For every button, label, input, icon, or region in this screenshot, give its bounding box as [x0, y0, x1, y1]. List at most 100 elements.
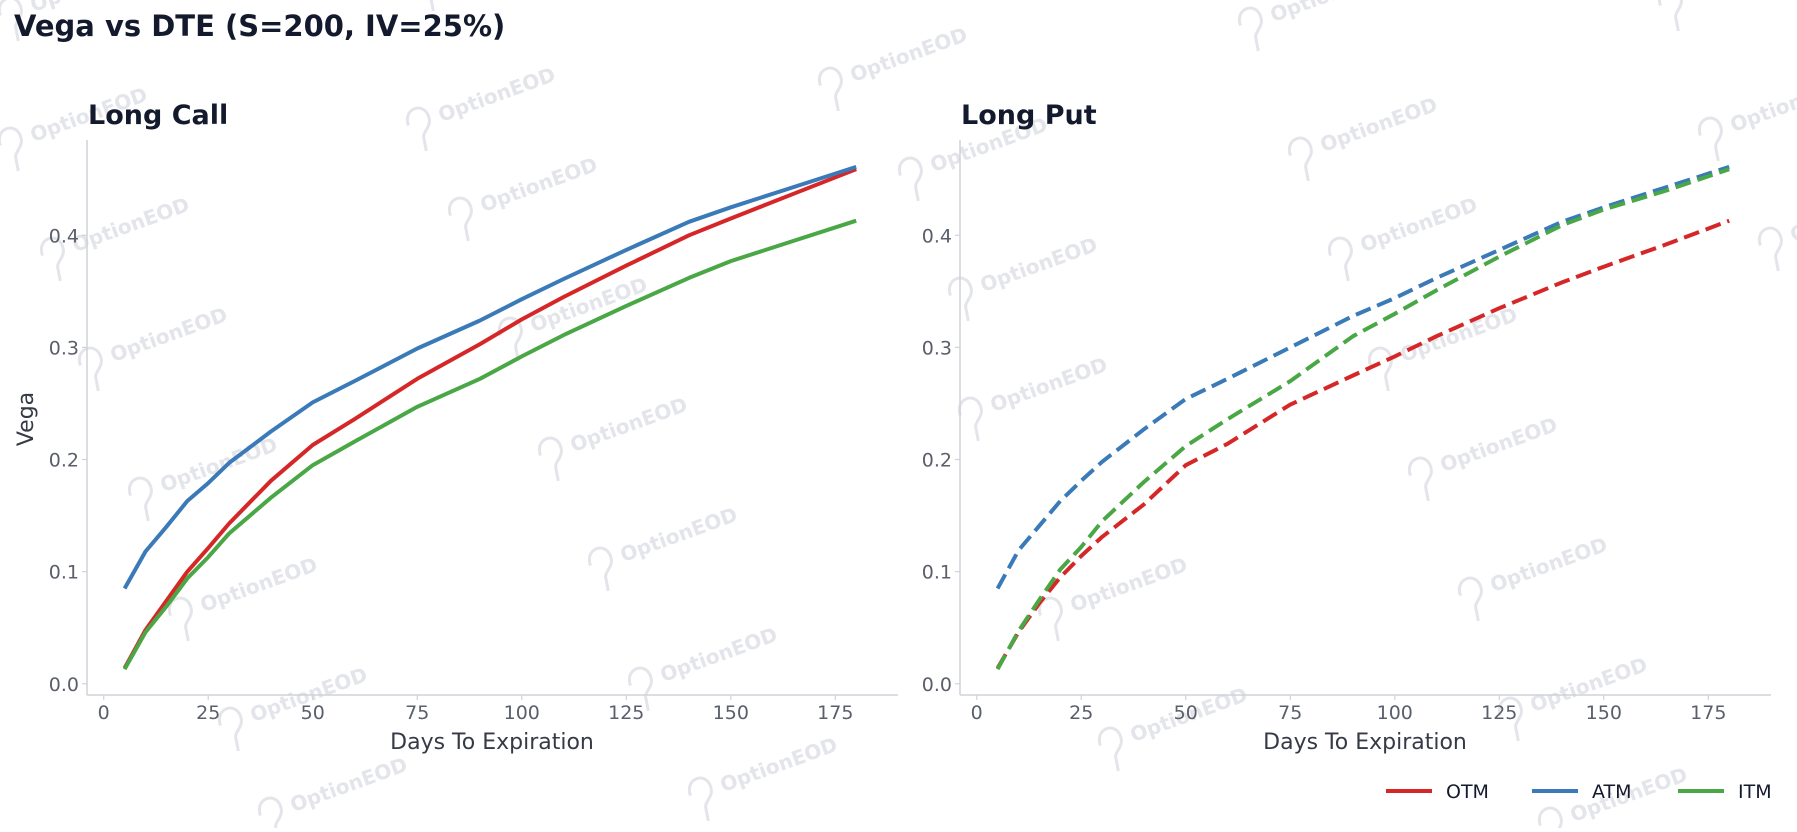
watermark-text: OptionEOD: [1437, 412, 1561, 477]
watermark-logo-icon: [257, 796, 283, 832]
series-line-otm: [122, 167, 857, 670]
x-tick-label: 50: [1174, 702, 1198, 724]
x-tick-label: 75: [405, 702, 429, 724]
figure-title: Vega vs DTE (S=200, IV=25%): [14, 9, 505, 43]
x-tick-label: 150: [1586, 702, 1622, 724]
watermark-logo-icon: [77, 346, 103, 392]
watermark: OptionEOD: [587, 502, 741, 592]
watermark: OptionEOD: [1497, 652, 1651, 742]
y-tick-label: 0.1: [922, 562, 952, 584]
legend-label-itm: ITM: [1738, 781, 1772, 803]
watermark-logo-icon: [447, 196, 473, 242]
watermark-logo-icon: [0, 126, 23, 172]
y-axis-label: Vega: [14, 392, 39, 446]
legend: OTM ATM ITM: [1386, 781, 1772, 803]
x-axis-label: Days To Expiration: [390, 730, 594, 755]
watermark-logo-icon: [957, 396, 983, 442]
series-line-atm: [122, 164, 857, 590]
x-tick-label: 25: [196, 702, 220, 724]
x-tick-label: 100: [504, 702, 540, 724]
watermark: OptionEOD: [1697, 72, 1797, 162]
watermark-logo-icon: [817, 66, 843, 112]
x-tick-label: 125: [1481, 702, 1517, 724]
watermark-text: OptionEOD: [567, 392, 691, 457]
watermark: OptionEOD: [1657, 0, 1797, 32]
watermark: OptionEOD: [217, 662, 371, 752]
series-line-atm: [995, 164, 1730, 590]
series-line-otm: [995, 218, 1730, 670]
y-tick-label: 0.2: [922, 450, 952, 472]
watermark: OptionEOD: [1327, 192, 1481, 282]
watermark: OptionEOD: [1757, 182, 1797, 272]
watermark-logo-icon: [127, 476, 153, 522]
watermark: OptionEOD: [127, 432, 281, 522]
watermark-logo-icon: [687, 776, 713, 822]
watermark-text: OptionEOD: [987, 352, 1111, 417]
watermark-text: OptionEOD: [1067, 552, 1191, 617]
y-tick-label: 0.0: [49, 674, 79, 696]
watermark: OptionEOD: [1367, 302, 1521, 392]
series-layer: [122, 164, 857, 671]
watermark-logo-icon: [1697, 116, 1723, 162]
watermark-logo-icon: [1657, 0, 1683, 32]
watermark-logo-icon: [497, 316, 523, 362]
watermark-logo-icon: [405, 106, 431, 152]
watermark-text: OptionEOD: [847, 22, 971, 87]
x-tick-label: 175: [817, 702, 853, 724]
x-tick-label: 125: [608, 702, 644, 724]
y-tick-label: 0.1: [49, 562, 79, 584]
watermark: OptionEOD: [1237, 0, 1391, 52]
series-line-itm: [995, 167, 1730, 671]
panel-title: Long Call: [88, 100, 228, 131]
y-tick-label: 0.4: [49, 225, 79, 247]
panel-title: Long Put: [961, 100, 1097, 131]
panel-long-put: Long Put 0 25 50 75 100 125 150 175 0.0 0.1 0.2 0.3…: [922, 100, 1771, 755]
watermark: OptionEOD: [537, 392, 691, 482]
x-tick-label: 75: [1278, 702, 1302, 724]
watermark-logo-icon: [0, 0, 23, 42]
watermark: OptionEOD: [167, 552, 321, 642]
watermark-logo-icon: [1367, 346, 1393, 392]
watermark: OptionEOD: [1457, 532, 1611, 622]
watermark-text: OptionEOD: [1267, 0, 1391, 27]
series-line-itm: [122, 218, 857, 671]
watermark-text: OptionEOD: [1357, 192, 1481, 257]
watermark: OptionEOD: [1407, 412, 1561, 502]
watermark-text: OptionEOD: [1487, 532, 1611, 597]
y-tick-label: 0.4: [922, 225, 952, 247]
watermark: OptionEOD: [957, 352, 1111, 442]
watermark-logo-icon: [1407, 456, 1433, 502]
watermark-text: OptionEOD: [717, 732, 841, 797]
watermark-text: OptionEOD: [477, 152, 601, 217]
watermark: OptionEOD: [627, 622, 781, 712]
watermark: OptionEOD: [687, 732, 841, 822]
watermark-logo-icon: [1497, 696, 1523, 742]
x-axis-label: Days To Expiration: [1263, 730, 1467, 755]
watermark: OptionEOD: [497, 272, 651, 362]
watermark: OptionEOD: [77, 302, 231, 392]
watermark-logo-icon: [537, 436, 563, 482]
watermark-logo-icon: [1327, 236, 1353, 282]
x-tick-label: 175: [1690, 702, 1726, 724]
watermark: OptionEOD: [405, 62, 559, 152]
axes: 0 25 50 75 100 125 150 175 0.0 0.1 0.2 0.3 0.4: [49, 140, 898, 724]
watermark-text: OptionEOD: [1787, 182, 1797, 247]
panel-long-call: Long Call 0 25 50 75 100 125 150 175 0.0 0.1 0.2 0.…: [14, 100, 898, 755]
watermark-logo-icon: [1457, 576, 1483, 622]
watermark-logo-icon: [1287, 136, 1313, 182]
x-tick-label: 100: [1377, 702, 1413, 724]
watermark-text: OptionEOD: [977, 232, 1101, 297]
x-tick-label: 25: [1069, 702, 1093, 724]
watermark: OptionEOD: [1287, 92, 1441, 182]
x-tick-label: 0: [98, 702, 110, 724]
y-tick-label: 0.3: [922, 337, 952, 359]
watermark-logo-icon: [1537, 806, 1563, 832]
watermark: OptionEOD: [257, 752, 411, 832]
watermark-text: OptionEOD: [197, 552, 321, 617]
watermark: OptionEOD: [947, 232, 1101, 322]
y-tick-label: 0.0: [922, 674, 952, 696]
watermark: OptionEOD: [817, 22, 971, 112]
watermark: OptionEOD: [1037, 552, 1191, 642]
